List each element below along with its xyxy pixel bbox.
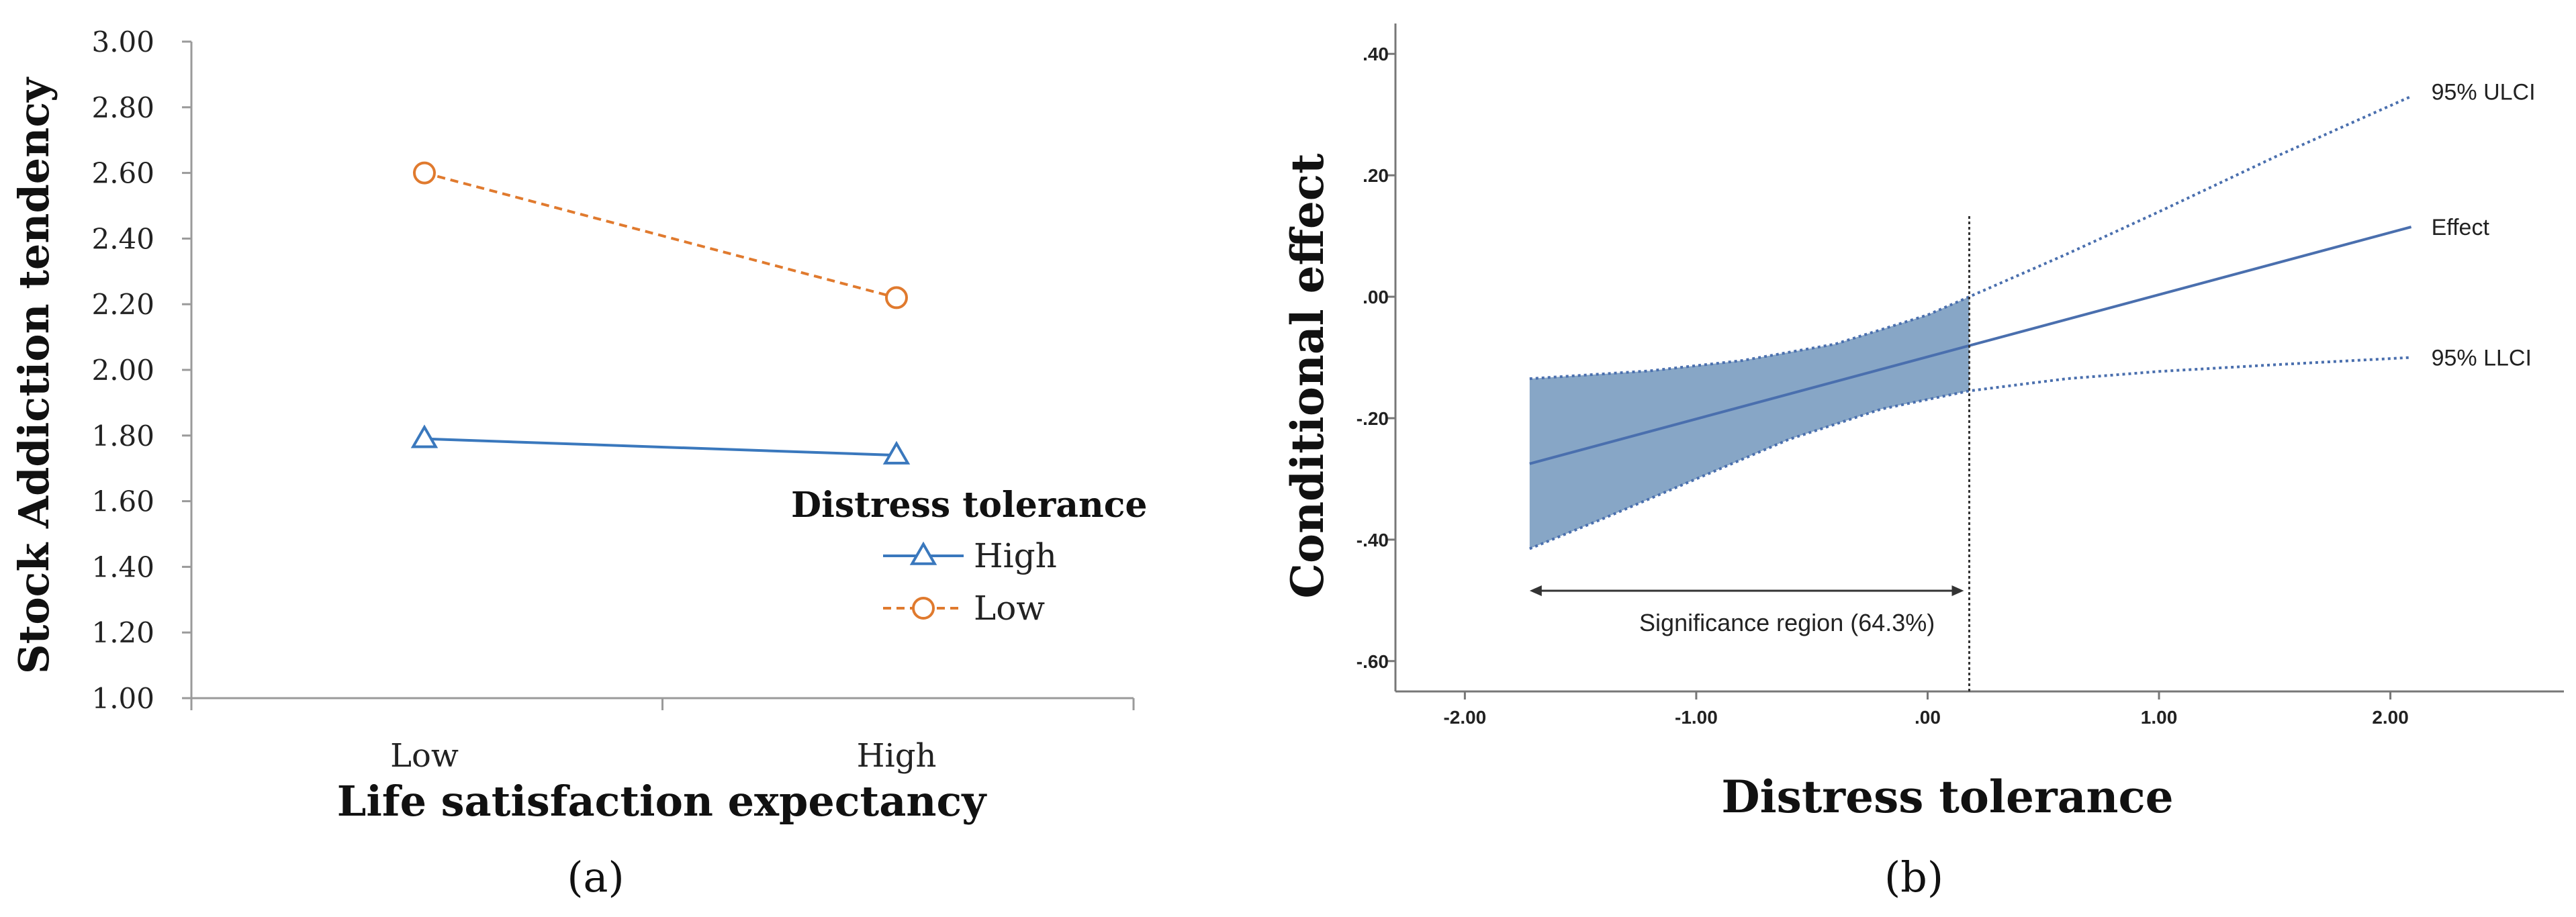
arrow-head-right — [1951, 585, 1964, 596]
panel-b-x-axis-label: Distress tolerance — [1721, 771, 2173, 823]
x-tick-label: -2.00 — [1443, 707, 1486, 728]
y-tick-label: 2.00 — [91, 354, 154, 387]
panel-a-y-axis-label: Stock Addiction tendency — [9, 77, 58, 674]
ulci-label: 95% ULCI — [2432, 80, 2536, 105]
panel-b-chart: .40 .20 .00 -.20 -.40 -.60 -2.00 -1.00 .00 1.00 2… — [1281, 23, 2564, 902]
x-tick-label: 2.00 — [2372, 707, 2409, 728]
y-tick-label: 1.20 — [91, 616, 154, 649]
y-tick-label: 2.80 — [91, 91, 154, 124]
effect-line — [1529, 226, 2412, 465]
y-tick-label: 1.60 — [91, 485, 154, 518]
legend-label: Low — [974, 589, 1045, 628]
data-point-circle — [885, 286, 908, 309]
effect-label: Effect — [2432, 215, 2490, 240]
y-tick-label: 2.60 — [91, 157, 154, 190]
data-point-triangle — [882, 440, 911, 465]
panel-a-x-ticks: Low High — [390, 737, 936, 775]
panel-b-axes — [1394, 23, 2564, 693]
panel-a-series — [410, 161, 911, 465]
arrow-head-left — [1529, 585, 1542, 596]
panel-a-x-axis-label: Life satisfaction expectancy — [337, 777, 987, 826]
series-line-low — [424, 171, 897, 299]
panel-b-y-axis-label: Conditional effect — [1281, 153, 1334, 598]
x-tick-label: 1.00 — [2141, 707, 2178, 728]
x-tick-label: High — [857, 737, 937, 775]
y-tick-label: .20 — [1363, 165, 1389, 186]
significance-shaded-area — [1529, 297, 1970, 549]
series-line-high — [424, 437, 897, 457]
significance-band — [1529, 297, 1970, 549]
y-tick-label: 1.80 — [91, 420, 154, 452]
y-tick-label: 2.20 — [91, 288, 154, 321]
panel-b-label: (b) — [1884, 853, 1943, 902]
panel-a-label: (a) — [567, 853, 624, 902]
y-tick-label: 1.40 — [91, 550, 154, 583]
panel-b-y-ticks: .40 .20 .00 -.20 -.40 -.60 — [1356, 44, 1395, 672]
legend-label: High — [974, 536, 1057, 575]
y-tick-label: -.20 — [1356, 408, 1389, 429]
legend-marker-triangle — [909, 541, 937, 565]
x-tick-label: -1.00 — [1675, 707, 1718, 728]
panel-b-x-ticks: -2.00 -1.00 .00 1.00 2.00 — [1443, 691, 2409, 728]
panel-b-annotations: 95% ULCI Effect 95% LLCI Significance regio… — [1529, 80, 2536, 636]
y-tick-label: .40 — [1363, 44, 1389, 64]
y-tick-label: -.60 — [1356, 651, 1389, 672]
y-tick-label: .00 — [1363, 287, 1389, 307]
panel-a-legend: Distress tolerance High Low — [791, 485, 1147, 628]
y-tick-label: 3.00 — [91, 26, 154, 58]
y-tick-label: 1.00 — [91, 682, 154, 715]
legend-title: Distress tolerance — [791, 485, 1147, 526]
panel-a-y-ticks: 1.00 1.20 1.40 1.60 1.80 2.00 2.20 2.40 2.60 2.80… — [91, 26, 191, 715]
data-point-circle — [413, 161, 436, 185]
panel-b-lines — [1529, 95, 2412, 691]
significance-region-label: Significance region (64.3%) — [1639, 609, 1935, 636]
x-tick-label: .00 — [1915, 707, 1941, 728]
legend-marker-circle — [912, 597, 935, 620]
x-tick-label: Low — [390, 737, 459, 775]
panel-a-chart: 1.00 1.20 1.40 1.60 1.80 2.00 2.20 2.40 2.60 2.80… — [9, 26, 1147, 902]
llci-line — [1529, 356, 2411, 550]
llci-label: 95% LLCI — [2432, 346, 2532, 371]
y-tick-label: 2.40 — [91, 222, 154, 255]
data-point-triangle — [410, 424, 439, 448]
ulci-line — [1529, 95, 2412, 381]
y-tick-label: -.40 — [1356, 530, 1389, 550]
